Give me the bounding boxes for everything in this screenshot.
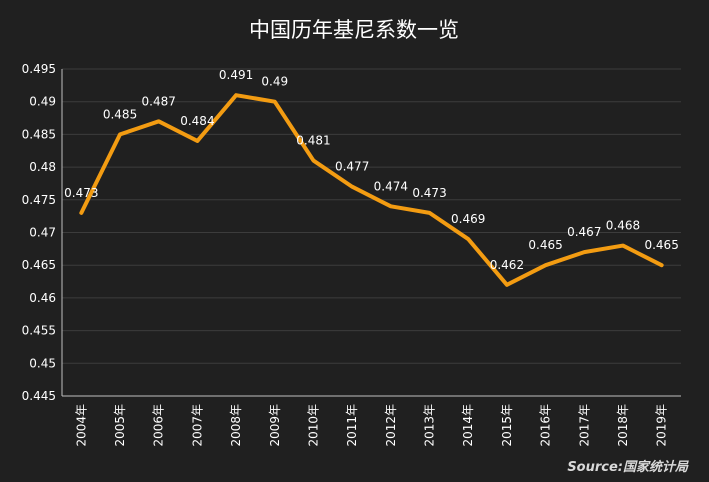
- y-tick-label: 0.46: [29, 291, 56, 305]
- x-tick-label: 2014年: [461, 404, 475, 447]
- y-tick-label: 0.495: [22, 62, 56, 76]
- y-tick-label: 0.455: [22, 324, 56, 338]
- data-label: 0.465: [528, 238, 562, 252]
- data-label: 0.49: [261, 75, 288, 89]
- x-tick-label: 2006年: [152, 404, 166, 447]
- y-tick-label: 0.45: [29, 356, 56, 370]
- data-label: 0.467: [567, 225, 601, 239]
- x-tick-label: 2015年: [500, 404, 514, 447]
- data-label: 0.491: [219, 68, 253, 82]
- y-tick-label: 0.485: [22, 127, 56, 141]
- y-tick-label: 0.47: [29, 226, 56, 240]
- chart-title: 中国历年基尼系数一览: [249, 18, 459, 42]
- data-label: 0.462: [490, 258, 524, 272]
- data-label: 0.473: [64, 186, 98, 200]
- x-tick-label: 2016年: [539, 404, 553, 447]
- axes: [61, 69, 681, 397]
- data-label: 0.485: [103, 107, 137, 121]
- gridlines: [62, 68, 681, 364]
- data-label: 0.469: [451, 212, 485, 226]
- series-line-layer: [79, 93, 664, 287]
- data-label: 0.484: [180, 114, 214, 128]
- x-tick-label: 2017年: [577, 404, 591, 447]
- data-label: 0.465: [644, 238, 678, 252]
- data-labels: 0.473 0.485 0.487 0.484 0.491 0.49 0.481 0.477 0…: [64, 68, 679, 272]
- x-tick-label: 2012年: [384, 404, 398, 447]
- data-label: 0.481: [296, 134, 330, 148]
- x-axis-ticks: 2004年 2005年 2006年 2007年 2008年 2009年 2010年 2011年…: [74, 404, 668, 447]
- y-tick-label: 0.49: [29, 95, 56, 109]
- series-line: [79, 93, 664, 287]
- y-tick-label: 0.445: [22, 389, 56, 403]
- x-tick-label: 2019年: [655, 404, 669, 447]
- x-tick-label: 2004年: [74, 404, 88, 447]
- x-tick-label: 2005年: [113, 404, 127, 447]
- x-tick-label: 2013年: [423, 404, 437, 447]
- x-tick-label: 2011年: [345, 404, 359, 447]
- data-label: 0.474: [374, 179, 408, 193]
- data-label: 0.473: [412, 186, 446, 200]
- x-tick-label: 2008年: [229, 404, 243, 447]
- data-label: 0.468: [606, 219, 640, 233]
- x-tick-label: 2010年: [306, 404, 320, 447]
- data-label: 0.477: [335, 160, 369, 174]
- x-tick-label: 2007年: [190, 404, 204, 447]
- y-axis-ticks: 0.445 0.45 0.455 0.46 0.465 0.47 0.475 0.48 0.48…: [22, 62, 56, 403]
- x-tick-label: 2009年: [268, 404, 282, 447]
- y-tick-label: 0.475: [22, 193, 56, 207]
- data-label: 0.487: [142, 94, 176, 108]
- y-tick-label: 0.48: [29, 160, 56, 174]
- y-tick-label: 0.465: [22, 258, 56, 272]
- x-tick-label: 2018年: [616, 404, 630, 447]
- source-note: Source:国家统计局: [567, 459, 689, 475]
